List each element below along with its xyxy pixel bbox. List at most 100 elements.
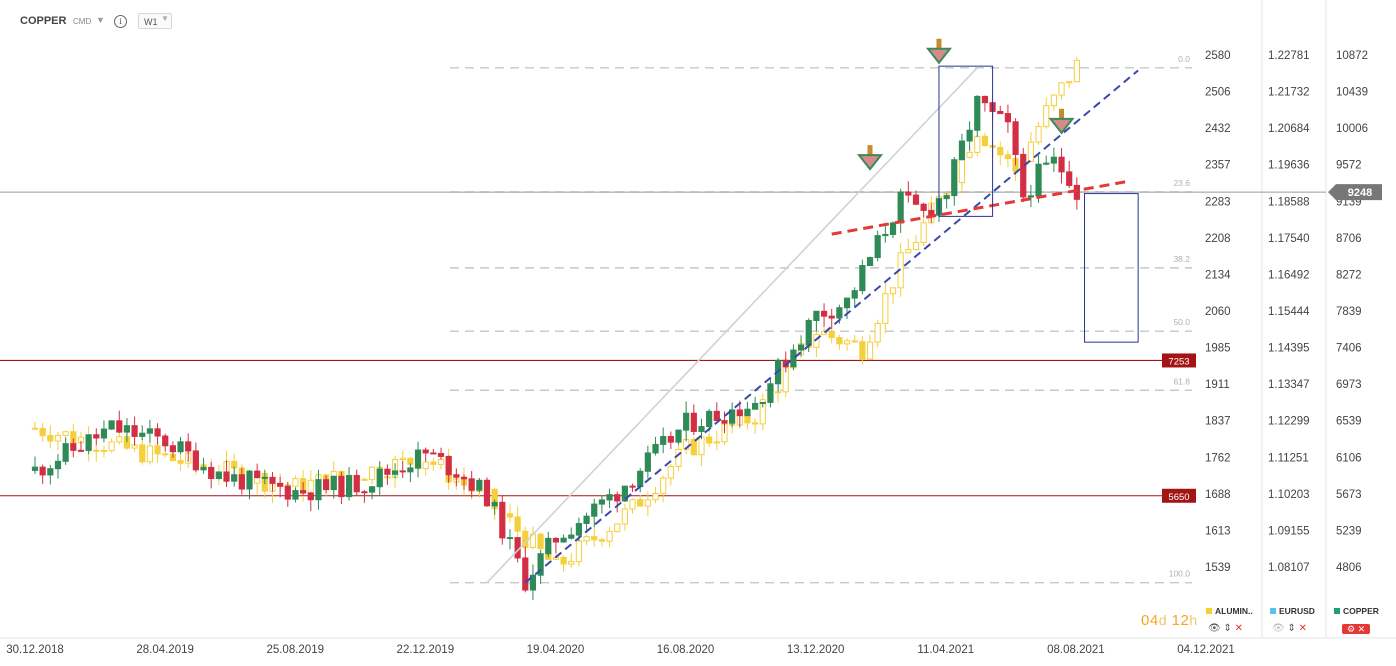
y-tick-label: 2283 (1205, 196, 1231, 208)
copper-candle (790, 344, 797, 371)
x-tick-label: 16.08.2020 (657, 644, 715, 656)
candle-body (752, 402, 759, 410)
copper-candle (797, 335, 805, 357)
legend-swatch (1270, 608, 1276, 614)
copper-candle (116, 410, 123, 434)
copper-candle (315, 469, 322, 510)
y-tick-label: 10439 (1336, 87, 1368, 99)
reorder-icon[interactable]: ⇕ (1223, 623, 1232, 634)
candle-body (269, 476, 276, 484)
close-icon[interactable]: ✕ (1234, 623, 1244, 634)
candle-body (376, 468, 383, 488)
x-tick-label: 11.04.2021 (917, 644, 974, 656)
candle-body (744, 408, 751, 417)
copper-candle (445, 455, 452, 483)
y-tick-label: 1613 (1205, 525, 1231, 537)
copper-candle (399, 461, 406, 479)
candle-body (629, 499, 636, 510)
candle-body (1058, 156, 1065, 173)
candle-body (39, 427, 46, 437)
candle-body (545, 537, 552, 555)
x-tick-label: 08.08.2021 (1047, 644, 1105, 656)
aluminium-candle (361, 477, 368, 481)
aluminium-candle (981, 132, 989, 147)
copper-candle (154, 423, 161, 445)
close-icon[interactable]: ✕ (1298, 623, 1308, 634)
copper-candle (200, 457, 207, 474)
y-tick-label: 1.17540 (1268, 233, 1310, 245)
current-price-label: 9248 (1348, 187, 1372, 199)
candle-body (928, 209, 935, 216)
copper-candle (874, 230, 881, 262)
timeframe-select[interactable]: W1 (138, 13, 172, 29)
source-label[interactable]: CMD (73, 17, 92, 26)
candle-body (537, 553, 544, 576)
candle-body (77, 449, 85, 452)
settings-icon[interactable]: ⚙ ✕ (1342, 624, 1371, 634)
candle-body (70, 443, 77, 451)
legend-controls-eurusd: 👁 ⇕ ✕ (1272, 622, 1307, 636)
aluminium-candle (116, 431, 123, 445)
fib-level-label: 23.6 (1173, 178, 1190, 188)
copper-candle (652, 436, 659, 456)
copper-candle (39, 464, 46, 484)
eye-icon[interactable]: 👁 (1208, 623, 1221, 634)
copper-candle (162, 433, 169, 452)
reorder-icon[interactable]: ⇕ (1287, 623, 1296, 634)
copper-candle (966, 121, 973, 151)
x-tick-label: 04.12.2021 (1177, 644, 1235, 656)
aluminium-candle (690, 437, 697, 457)
candle-body (31, 466, 39, 471)
candle-body (284, 485, 291, 500)
candle-body (774, 391, 782, 394)
aluminium-candle (874, 319, 881, 348)
legend-item-aluminium[interactable]: ALUMIN.. (1206, 606, 1253, 616)
copper-candle (683, 401, 690, 442)
legend-item-eurusd[interactable]: EURUSD (1270, 606, 1315, 616)
copper-candle (361, 489, 368, 503)
y-tick-label: 1.08107 (1268, 562, 1310, 574)
aluminium-candle (1027, 131, 1034, 163)
y-tick-label: 2432 (1205, 123, 1231, 135)
candle-body (491, 501, 498, 507)
chevron-down-icon[interactable]: ▼ (161, 14, 169, 23)
candle-body (889, 222, 897, 235)
candle-body (851, 290, 858, 299)
candle-body (177, 441, 184, 453)
chevron-down-icon[interactable]: ▼ (96, 15, 105, 25)
aluminium-candle (974, 134, 981, 157)
copper-candle (958, 133, 966, 161)
copper-candle (460, 474, 468, 490)
copper-candle (300, 482, 307, 496)
candle-body (598, 499, 605, 505)
candle-body (974, 95, 981, 131)
copper-candle (1043, 155, 1050, 166)
candle-body (1020, 153, 1027, 198)
eye-icon[interactable]: 👁 (1272, 623, 1285, 634)
symbol-label[interactable]: COPPER (20, 15, 67, 27)
trendline-dashed-red (831, 179, 1131, 236)
info-icon[interactable]: i (114, 15, 127, 28)
copper-candle (644, 445, 651, 479)
candle-body (200, 466, 207, 471)
copper-candle (736, 400, 743, 427)
copper-candle (552, 537, 560, 554)
candle-body (997, 110, 1004, 115)
candle-body (345, 475, 353, 498)
candle-body (652, 443, 659, 454)
copper-candle (185, 433, 192, 462)
candle-body (300, 490, 307, 494)
copper-candle (882, 223, 889, 243)
copper-candle (246, 469, 253, 500)
candle-body (706, 410, 713, 428)
y-tick-label: 1.10203 (1268, 489, 1310, 501)
candle-body (706, 436, 713, 444)
copper-candle (974, 95, 981, 138)
aluminium-candle (667, 463, 674, 486)
legend-item-copper[interactable]: COPPER (1334, 606, 1379, 616)
copper-candle (146, 419, 154, 443)
candle-body (62, 443, 69, 462)
candle-body (859, 341, 866, 360)
candle-body (62, 431, 69, 436)
